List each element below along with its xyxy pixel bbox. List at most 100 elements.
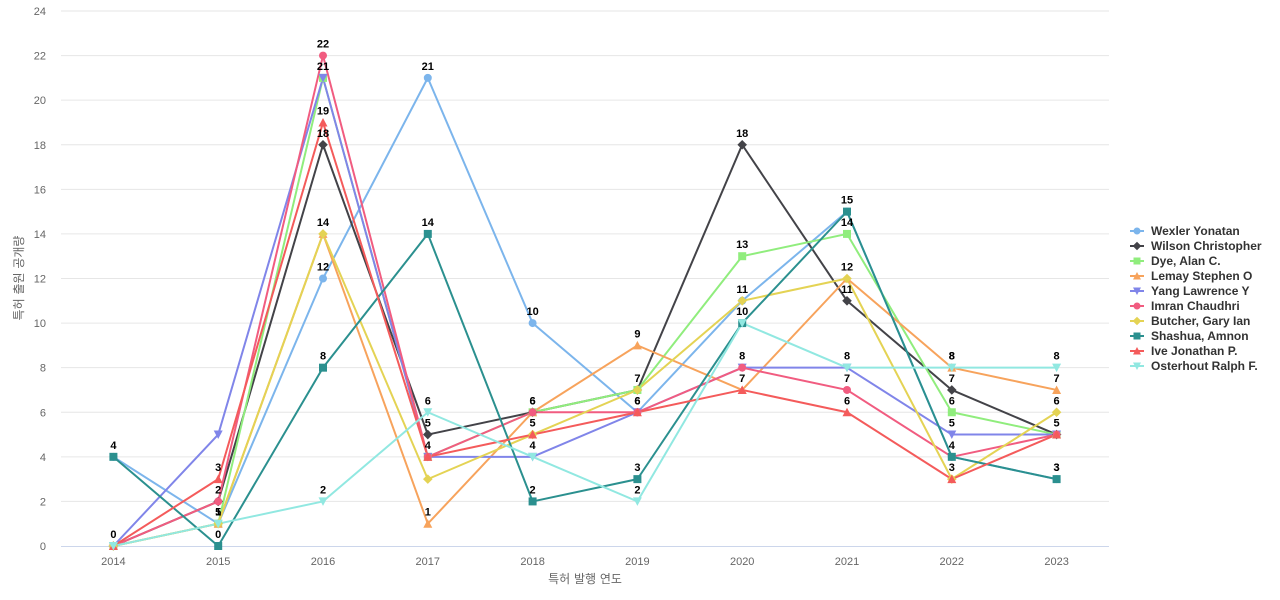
data-label: 8 — [1054, 351, 1060, 363]
x-tick-label: 2015 — [206, 556, 230, 568]
data-label: 5 — [530, 418, 536, 430]
legend-label: Lemay Stephen O — [1151, 269, 1252, 283]
legend-item[interactable]: Dye, Alan C. — [1130, 254, 1221, 268]
data-point — [947, 363, 957, 373]
legend-marker-icon — [1133, 287, 1141, 295]
legend-marker-icon — [1133, 332, 1141, 340]
data-point — [423, 229, 432, 238]
data-point — [842, 407, 852, 417]
data-point — [213, 474, 223, 484]
data-point — [423, 429, 433, 440]
data-point — [528, 497, 537, 506]
data-point — [423, 519, 433, 528]
data-point — [842, 273, 852, 284]
data-label: 8 — [320, 351, 326, 363]
data-point — [738, 252, 747, 261]
legend-label: Wilson Christopher — [1151, 239, 1262, 253]
data-label: 5 — [949, 418, 955, 430]
data-point — [1052, 475, 1061, 484]
legend-marker-icon — [1133, 272, 1141, 280]
data-point — [1052, 430, 1062, 439]
data-point — [947, 385, 957, 395]
data-label: 22 — [317, 39, 329, 51]
data-label: 1 — [215, 507, 221, 519]
data-point — [737, 385, 747, 394]
x-tick-label: 2022 — [940, 556, 964, 568]
data-label: 14 — [841, 217, 854, 229]
data-label: 12 — [841, 262, 853, 274]
legend-marker-icon — [1133, 257, 1141, 265]
data-point — [947, 474, 957, 484]
data-label: 9 — [634, 328, 640, 340]
x-axis-title: 특허 발행 연도 — [548, 571, 622, 586]
y-tick-label: 4 — [40, 452, 46, 464]
data-label: 14 — [422, 217, 435, 229]
data-point — [843, 385, 851, 394]
data-point — [318, 73, 328, 83]
legend-marker-icon — [1132, 241, 1142, 251]
data-label: 6 — [634, 395, 640, 407]
data-label: 18 — [317, 128, 329, 140]
data-point — [843, 229, 851, 238]
data-point — [947, 408, 956, 417]
y-tick-label: 20 — [34, 95, 46, 107]
data-point — [1051, 407, 1062, 418]
x-tick-label: 2016 — [311, 556, 335, 568]
data-point — [214, 497, 223, 506]
y-tick-label: 18 — [34, 140, 46, 152]
series-line — [112, 322, 1058, 547]
data-point — [423, 408, 433, 417]
data-label: 8 — [739, 351, 745, 363]
series-line — [112, 121, 1058, 547]
legend-label: Imran Chaudhri — [1151, 299, 1240, 313]
data-label: 2 — [215, 484, 221, 496]
legend-item[interactable]: Ive Jonathan P. — [1130, 344, 1237, 358]
data-label: 3 — [215, 462, 221, 474]
y-tick-label: 16 — [34, 184, 46, 196]
legend-item[interactable]: Osterhout Ralph F. — [1130, 359, 1258, 373]
legend-marker-icon — [1133, 302, 1141, 310]
data-label: 4 — [425, 440, 432, 452]
series-line — [112, 54, 1058, 547]
data-point — [737, 319, 747, 328]
data-label: 21 — [422, 61, 434, 73]
data-label: 7 — [949, 373, 955, 385]
data-label: 15 — [841, 195, 853, 207]
data-point — [632, 497, 642, 506]
y-tick-label: 6 — [40, 407, 46, 419]
x-tick-label: 2020 — [730, 556, 754, 568]
data-label: 5 — [425, 418, 431, 430]
legend-item[interactable]: Yang Lawrence Y — [1130, 284, 1250, 298]
x-tick-label: 2019 — [625, 556, 649, 568]
legend-item[interactable]: Imran Chaudhri — [1130, 299, 1240, 313]
legend-item[interactable]: Butcher, Gary Ian — [1130, 314, 1250, 328]
series-line — [112, 232, 1058, 547]
data-label: 8 — [949, 351, 955, 363]
data-point — [528, 319, 537, 328]
data-point — [423, 452, 433, 461]
legend-item[interactable]: Wilson Christopher — [1130, 239, 1262, 253]
data-label: 6 — [949, 395, 955, 407]
y-tick-label: 0 — [40, 541, 46, 553]
legend-item[interactable]: Wexler Yonatan — [1130, 224, 1240, 238]
series-line — [112, 76, 1058, 547]
data-label: 5 — [1054, 418, 1060, 430]
data-point — [318, 139, 328, 150]
legend-item[interactable]: Lemay Stephen O — [1130, 269, 1252, 283]
data-label: 6 — [530, 395, 536, 407]
legend-marker-icon — [1133, 362, 1141, 370]
series-lines — [112, 54, 1058, 547]
data-label: 14 — [317, 217, 330, 229]
data-point — [632, 340, 642, 350]
data-label: 7 — [739, 373, 745, 385]
data-label: 3 — [634, 462, 640, 474]
legend-item[interactable]: Shashua, Amnon — [1130, 329, 1249, 343]
y-tick-label: 10 — [34, 318, 46, 330]
data-label: 19 — [317, 105, 329, 117]
y-tick-label: 24 — [34, 6, 46, 18]
data-point — [528, 408, 537, 417]
y-tick-label: 12 — [34, 274, 46, 286]
data-label: 8 — [949, 351, 955, 363]
